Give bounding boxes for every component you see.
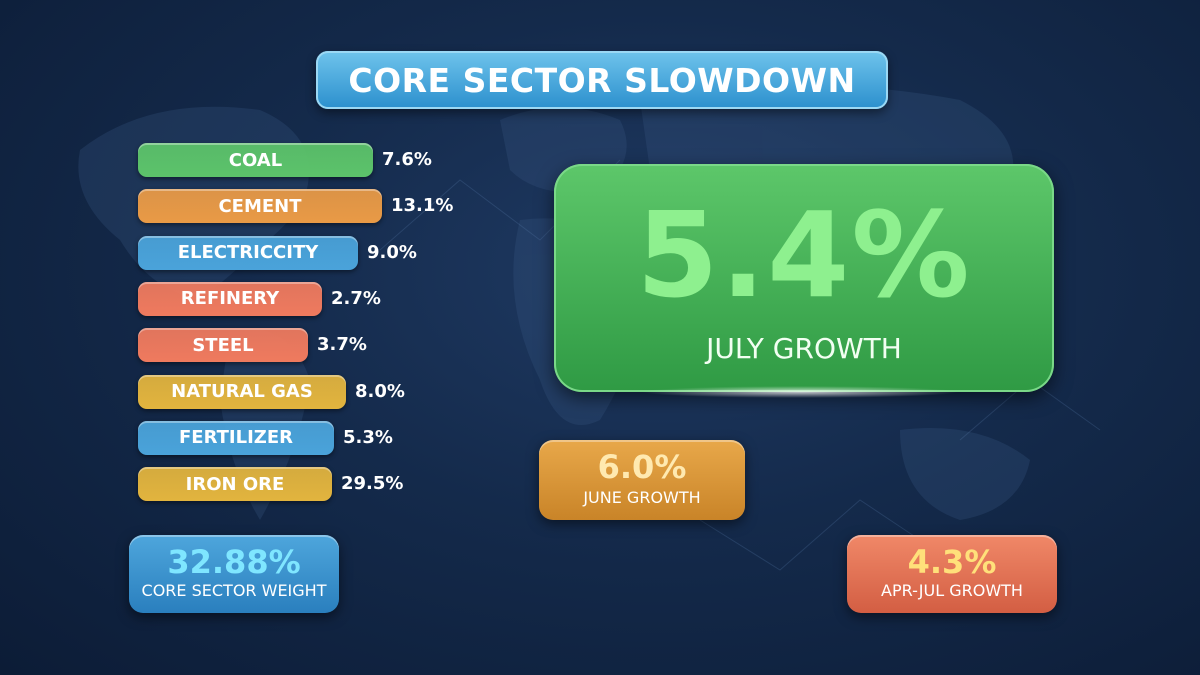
sector-value-fertilizer: 5.3%: [343, 426, 393, 448]
apr-jul-growth-card: 4.3% APR-JUL GROWTH: [847, 535, 1057, 613]
core-sector-weight-label: CORE SECTOR WEIGHT: [141, 581, 327, 600]
june-growth-card: 6.0% JUNE GROWTH: [539, 440, 745, 520]
apr-jul-growth-label: APR-JUL GROWTH: [881, 581, 1023, 600]
sector-value-natural-gas: 8.0%: [355, 380, 405, 402]
core-sector-weight-card: 32.88% CORE SECTOR WEIGHT: [129, 535, 339, 613]
sector-value-cement: 13.1%: [391, 195, 454, 217]
sector-bar-refinery: REFINERY: [138, 281, 322, 316]
card-glow: [640, 386, 960, 398]
sector-bar-natural-gas: NATURAL GAS: [138, 374, 346, 409]
june-growth-value: 6.0%: [597, 448, 687, 486]
july-growth-label: JULY GROWTH: [706, 332, 902, 365]
july-growth-value: 5.4%: [636, 186, 972, 324]
june-growth-label: JUNE GROWTH: [583, 488, 701, 507]
sector-bar-cement: CEMENT: [138, 189, 382, 224]
sector-value-iron-ore: 29.5%: [341, 473, 404, 495]
chart-title: CORE SECTOR SLOWDOWN: [316, 51, 888, 109]
sector-value-coal: 7.6%: [382, 149, 432, 170]
sector-bar-coal: COAL: [138, 143, 373, 177]
july-growth-card: 5.4% JULY GROWTH: [554, 164, 1054, 392]
sector-value-steel: 3.7%: [317, 334, 367, 356]
core-sector-weight-value: 32.88%: [167, 543, 301, 581]
sector-bar-steel: STEEL: [138, 328, 308, 363]
sector-bar-electriccity: ELECTRICCITY: [138, 235, 358, 270]
sector-bar-fertilizer: FERTILIZER: [138, 420, 334, 455]
apr-jul-growth-value: 4.3%: [907, 543, 997, 581]
sector-value-electriccity: 9.0%: [367, 241, 417, 263]
sector-value-refinery: 2.7%: [331, 287, 381, 309]
sector-bar-iron-ore: IRON ORE: [138, 467, 332, 502]
